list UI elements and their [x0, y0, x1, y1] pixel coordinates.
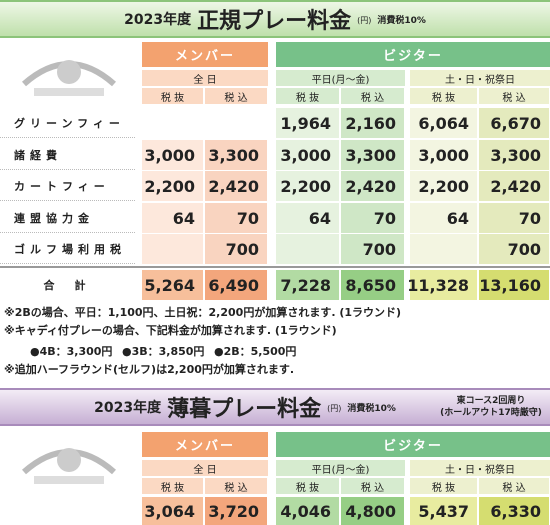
row-label: ゴルフ場利用税 [0, 234, 135, 264]
price-cell: 1,964 [276, 108, 339, 138]
price-cell: 4,046 [276, 497, 339, 525]
course-note: 東コース2回周り (ホールアウト17時厳守) [432, 390, 550, 424]
total-cell: 6,490 [205, 270, 267, 300]
price-cell: 3,000 [276, 140, 339, 170]
note: ※キャディ付プレーの場合、下記料金が加算されます. (1ラウンド) [4, 324, 337, 337]
tax-header: 税 込 [341, 478, 404, 494]
price-cell: 2,420 [341, 171, 404, 201]
tax-header: 税 込 [479, 478, 549, 494]
period-header: 土・日・祝祭日 [410, 70, 550, 86]
tax-header: 税 抜 [276, 478, 339, 494]
title: 正規プレー料金 [197, 9, 352, 34]
price-cell: 3,300 [205, 140, 267, 170]
course: 東コース2回周り [456, 396, 526, 406]
price-cell: 70 [341, 203, 404, 233]
price-cell: 4,800 [341, 497, 404, 525]
note-item: ●4B：3,300円 [30, 345, 113, 358]
total-label: 合計 [43, 279, 106, 292]
total-cell: 8,650 [341, 270, 404, 300]
note-item: ●2B：5,500円 [214, 345, 297, 358]
tax-header: 税 抜 [410, 88, 477, 104]
unit: (円) [357, 16, 372, 25]
price-cell: 2,200 [410, 171, 477, 201]
tax-header: 税 抜 [276, 88, 339, 104]
price-cell [276, 234, 339, 264]
price-cell: 700 [341, 234, 404, 264]
price-cell: 2,200 [276, 171, 339, 201]
group-header: メンバー [142, 432, 268, 457]
price-cell: 64 [276, 203, 339, 233]
note-item: ●3B：3,850円 [122, 345, 205, 358]
period-header: 平日(月～金) [276, 460, 405, 476]
price-cell: 700 [479, 234, 549, 264]
price-cell: 3,064 [142, 497, 203, 525]
price-cell: 64 [142, 203, 203, 233]
price-cell: 3,720 [205, 497, 267, 525]
price-cell: 3,300 [479, 140, 549, 170]
price-cell [142, 234, 203, 264]
group-header: ビジター [276, 432, 550, 457]
note: ※追加ハーフラウンド(セルフ)は2,200円が加算されます. [4, 363, 295, 376]
period-header: 全 日 [142, 70, 268, 86]
tax-header: 税 込 [341, 88, 404, 104]
tax-header: 税 抜 [410, 478, 477, 494]
price-cell: 2,420 [205, 171, 267, 201]
logo [22, 448, 116, 484]
group-header: ビジター [276, 42, 550, 67]
title: 薄暮プレー料金 [167, 397, 322, 422]
price-cell [142, 108, 203, 138]
price-cell: 3,300 [341, 140, 404, 170]
period-header: 全 日 [142, 460, 268, 476]
total-cell: 11,328 [407, 270, 477, 300]
row-label: グリーンフィー [0, 108, 135, 138]
group-header: メンバー [142, 42, 268, 67]
note: ※2Bの場合、平日：1,100円、土日祝：2,200円が加算されます. (1ラウ… [4, 306, 402, 319]
twilight-header-bar: 2023年度 薄暮プレー料金 (円) 消費税10% [0, 388, 550, 426]
price-cell: 2,160 [341, 108, 404, 138]
total-cell: 13,160 [479, 270, 549, 300]
tax: 消費税10% [377, 16, 426, 26]
logo [22, 60, 116, 96]
period-header: 土・日・祝祭日 [410, 460, 550, 476]
price-cell: 3,000 [142, 140, 203, 170]
price-cell: 70 [479, 203, 549, 233]
price-cell [410, 234, 477, 264]
tax-header: 税 込 [205, 478, 267, 494]
price-cell: 64 [410, 203, 477, 233]
price-cell: 6,330 [479, 497, 549, 525]
price-cell [205, 108, 267, 138]
divider [0, 266, 550, 268]
row-label: 諸経費 [0, 140, 135, 170]
year: 2023年度 [94, 400, 162, 416]
row-label: カートフィー [0, 171, 135, 201]
total-cell: 5,264 [142, 270, 203, 300]
price-cell: 6,670 [479, 108, 549, 138]
price-cell: 2,200 [142, 171, 203, 201]
tax-header: 税 込 [205, 88, 267, 104]
period-header: 平日(月～金) [276, 70, 405, 86]
price-cell: 700 [205, 234, 267, 264]
price-cell: 3,000 [410, 140, 477, 170]
tax-header: 税 込 [479, 88, 549, 104]
unit: (円) [327, 404, 342, 413]
price-cell: 70 [205, 203, 267, 233]
condition: (ホールアウト17時厳守) [440, 408, 542, 418]
tax-header: 税 抜 [142, 88, 203, 104]
year: 2023年度 [124, 12, 192, 28]
price-cell: 5,437 [410, 497, 477, 525]
price-cell: 6,064 [410, 108, 477, 138]
row-label: 連盟協力金 [0, 203, 135, 233]
tax-header: 税 抜 [142, 478, 203, 494]
tax: 消費税10% [347, 404, 396, 414]
total-cell: 7,228 [276, 270, 339, 300]
regular-header-bar: 2023年度 正規プレー料金 (円) 消費税10% [0, 0, 550, 38]
price-cell: 2,420 [479, 171, 549, 201]
